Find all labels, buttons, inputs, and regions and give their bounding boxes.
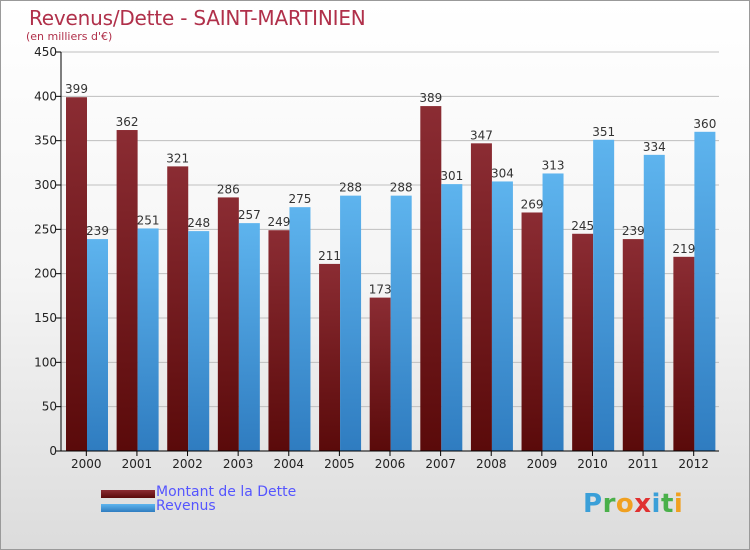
value-label-revenus: 248 — [187, 216, 210, 230]
value-label-revenus: 351 — [592, 125, 615, 139]
bar-dette — [572, 233, 594, 451]
value-label-revenus: 288 — [339, 181, 362, 195]
proxiti-logo: Proxiti — [583, 489, 683, 519]
bar-revenus — [238, 223, 260, 451]
value-label-dette: 245 — [571, 219, 594, 233]
x-tick-label: 2010 — [577, 457, 608, 471]
x-tick-label: 2000 — [71, 457, 102, 471]
bars — [66, 97, 716, 452]
y-tick-label: 350 — [34, 134, 57, 148]
legend-label-revenus: Revenus — [156, 498, 216, 514]
value-label-revenus: 251 — [137, 213, 160, 227]
bar-revenus — [643, 154, 665, 451]
logo-letter: i — [673, 489, 684, 519]
x-tick-label: 2011 — [628, 457, 659, 471]
y-tick-label: 450 — [34, 45, 57, 59]
bar-revenus — [87, 239, 108, 451]
bar-dette — [622, 239, 644, 451]
bar-revenus — [188, 231, 210, 451]
bar-revenus — [491, 181, 513, 451]
bar-revenus — [289, 207, 311, 451]
value-label-revenus: 334 — [643, 140, 666, 154]
x-tick-label: 2003 — [223, 457, 254, 471]
value-label-dette: 269 — [521, 197, 544, 211]
logo-letter: x — [634, 489, 652, 519]
y-tick-label: 50 — [42, 400, 57, 414]
y-tick-label: 100 — [34, 355, 57, 369]
logo-letter: r — [602, 489, 616, 519]
bar-dette — [470, 143, 492, 451]
value-label-dette: 399 — [65, 82, 88, 96]
bar-dette — [420, 106, 442, 451]
value-label-dette: 211 — [318, 249, 341, 263]
legend-swatch-revenus — [101, 504, 155, 512]
bar-revenus — [694, 131, 716, 452]
logo-letter: o — [615, 489, 635, 519]
logo-letter: P — [583, 489, 603, 519]
value-labels: 399 239 362 251 321 248 286 257 249 275 211 288 173 2… — [65, 82, 716, 296]
x-tick-label: 2004 — [273, 457, 304, 471]
value-label-dette: 249 — [268, 215, 291, 229]
chart-subtitle: (en milliers d'€) — [26, 30, 113, 43]
bar-revenus — [542, 173, 564, 451]
value-label-revenus: 239 — [86, 224, 109, 238]
bar-revenus — [441, 184, 463, 451]
bar-dette — [673, 256, 695, 451]
bar-revenus — [593, 139, 615, 451]
bar-dette — [369, 297, 391, 451]
bar-revenus — [340, 195, 362, 451]
value-label-dette: 173 — [369, 283, 392, 297]
value-label-dette: 239 — [622, 224, 645, 238]
bar-dette — [521, 212, 543, 451]
value-label-revenus: 313 — [542, 158, 565, 172]
value-label-revenus: 301 — [440, 169, 463, 183]
chart-title: Revenus/Dette - SAINT-MARTINIEN — [29, 6, 366, 30]
value-label-revenus: 257 — [238, 208, 261, 222]
x-tick-label: 2009 — [527, 457, 558, 471]
y-tick-label: 200 — [34, 267, 57, 281]
value-label-dette: 321 — [166, 151, 189, 165]
x-tick-label: 2012 — [678, 457, 709, 471]
logo-letter: i — [651, 489, 661, 519]
x-tick-label: 2002 — [172, 457, 203, 471]
bar-revenus — [137, 228, 159, 451]
value-label-dette: 347 — [470, 128, 493, 142]
y-tick-label: 0 — [49, 444, 57, 458]
y-tick-label: 250 — [34, 222, 57, 236]
legend-swatch-dette — [101, 490, 155, 498]
value-label-revenus: 304 — [491, 166, 514, 180]
bar-dette — [319, 263, 341, 451]
bar-dette — [268, 230, 290, 451]
legend-label-dette: Montant de la Dette — [156, 484, 297, 500]
x-tick-label: 2005 — [324, 457, 355, 471]
x-tick-label: 2001 — [122, 457, 153, 471]
value-label-dette: 219 — [672, 242, 695, 256]
bar-revenus — [390, 195, 412, 451]
y-tick-label: 300 — [34, 178, 57, 192]
value-label-dette: 286 — [217, 182, 240, 196]
x-tick-label: 2007 — [425, 457, 456, 471]
x-tick-label: 2006 — [375, 457, 406, 471]
bar-dette — [167, 166, 189, 451]
value-label-revenus: 360 — [693, 117, 716, 131]
logo-letter: t — [660, 489, 674, 519]
y-tick-label: 400 — [34, 89, 57, 103]
value-label-revenus: 288 — [390, 181, 413, 195]
value-label-revenus: 275 — [289, 192, 312, 206]
y-tick-label: 150 — [34, 311, 57, 325]
bar-dette — [66, 97, 87, 451]
value-label-dette: 389 — [419, 91, 442, 105]
axes: 0 50 100 150 200 250 300 350 400 450 2000 2001 2002 2… — [34, 45, 719, 471]
bar-dette — [116, 130, 138, 451]
value-label-dette: 362 — [116, 115, 139, 129]
x-tick-label: 2008 — [476, 457, 507, 471]
bar-dette — [217, 197, 239, 451]
